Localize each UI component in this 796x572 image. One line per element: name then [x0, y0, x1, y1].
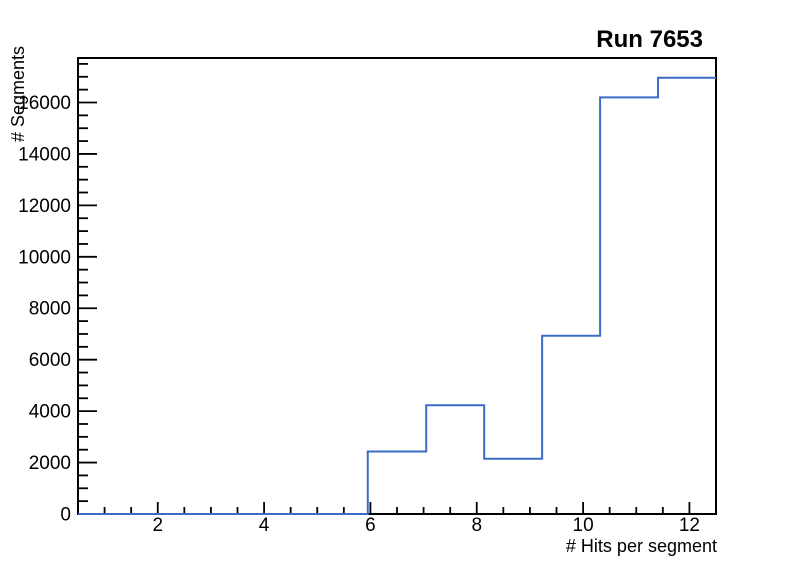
y-tick-label: 16000 [18, 93, 71, 114]
y-axis-title: # Segments [8, 46, 28, 142]
y-tick-label: 2000 [29, 453, 71, 474]
plot-title: Run 7653 [596, 26, 703, 53]
plot-frame [77, 57, 717, 515]
x-tick-label: 12 [679, 515, 700, 536]
y-tick-label: 6000 [29, 350, 71, 371]
y-tick-label: 10000 [18, 247, 71, 268]
y-tick-label: 12000 [18, 196, 71, 217]
x-axis-title: # Hits per segment [566, 536, 717, 556]
x-tick-label: 2 [152, 515, 163, 536]
histogram-line [78, 76, 716, 515]
y-tick-label: 14000 [18, 144, 71, 165]
axis-tick-labels: 0 2000 4000 6000 8000 10000 12000 14000 16000 2 4 6… [18, 93, 700, 536]
x-tick-label: 10 [573, 515, 594, 536]
x-tick-label: 4 [259, 515, 270, 536]
x-tick-label: 6 [365, 515, 376, 536]
y-tick-label: 4000 [29, 402, 71, 423]
axis-ticks [78, 63, 691, 515]
x-tick-label: 8 [471, 515, 482, 536]
y-tick-label: 8000 [29, 299, 71, 320]
y-tick-label: 0 [60, 505, 71, 526]
